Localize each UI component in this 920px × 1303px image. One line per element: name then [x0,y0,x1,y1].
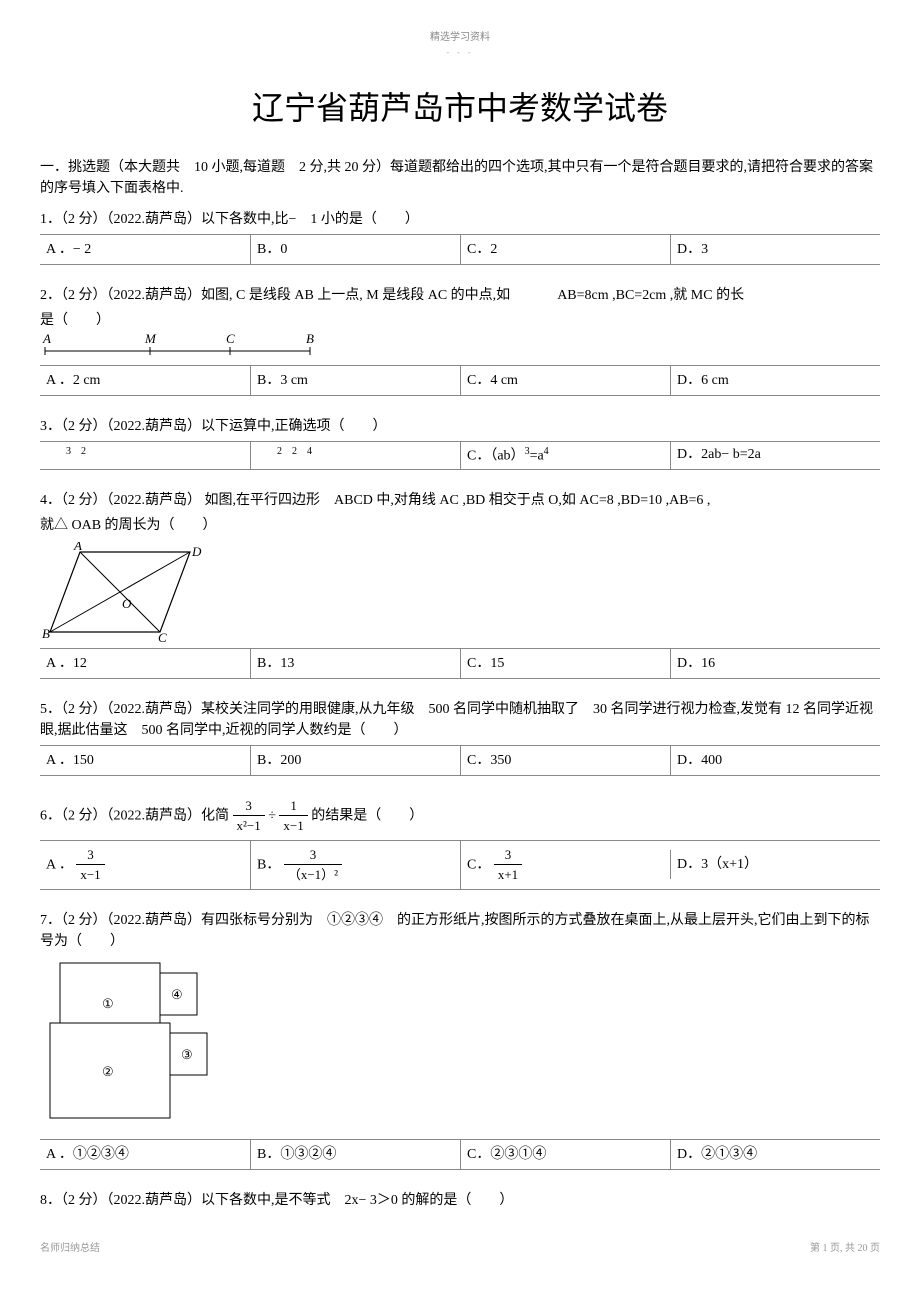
svg-text:M: M [144,331,157,346]
q7-stem: 7．（2 分）（2022.葫芦岛）有四张标号分别为 ①②③④ 的正方形纸片,按图… [40,910,880,952]
q6-opt-d: D．3（x+1） [670,850,880,879]
header-label: 精选学习资料 [40,30,880,45]
svg-text:②: ② [102,1064,114,1079]
q6-stem: 6．（2 分）（2022.葫芦岛）化简 3x²−1 ÷ 1x−1 的结果是（ ） [40,796,880,836]
question-7: 7．（2 分）（2022.葫芦岛）有四张标号分别为 ①②③④ 的正方形纸片,按图… [40,910,880,1170]
q1-opt-a: A ．− 2 [40,235,250,264]
svg-text:C: C [158,630,167,642]
q5-opt-b: B．200 [250,746,460,775]
svg-text:①: ① [102,996,114,1011]
q5-opt-c: C．350 [460,746,670,775]
q6-opt-c: C． 3x+1 [460,841,670,889]
question-4: 4．（2 分）（2022.葫芦岛） 如图,在平行四边形 ABCD 中,对角线 A… [40,490,880,679]
page-title: 辽宁省葫芦岛市中考数学试卷 [40,84,880,132]
q4-stem-2: 就△ OAB 的周长为（ ） [40,515,880,536]
question-1: 1．（2 分）（2022.葫芦岛）以下各数中,比− 1 小的是（ ） A ．− … [40,209,880,265]
q1-opt-b: B．0 [250,235,460,264]
svg-text:O: O [122,596,132,611]
q4-stem-1: 4．（2 分）（2022.葫芦岛） 如图,在平行四边形 ABCD 中,对角线 A… [40,490,880,511]
question-6: 6．（2 分）（2022.葫芦岛）化简 3x²−1 ÷ 1x−1 的结果是（ ）… [40,796,880,890]
svg-text:B: B [42,626,50,641]
q2-stem-2: 是（ ） [40,310,880,331]
svg-text:A: A [73,542,82,553]
q4-opt-c: C．15 [460,649,670,678]
q4-options: A ．12 B．13 C．15 D．16 [40,648,880,679]
svg-text:③: ③ [181,1047,193,1062]
q8-stem: 8．（2 分）（2022.葫芦岛）以下各数中,是不等式 2x− 3＞0 的解的是… [40,1190,880,1211]
q6-opt-b: B． 3（x−1）² [250,841,460,889]
q5-options: A ．150 B．200 C．350 D．400 [40,745,880,776]
q4-opt-a: A ．12 [40,649,250,678]
svg-text:B: B [306,331,314,346]
q7-opt-b: B．①③②④ [250,1140,460,1169]
svg-text:D: D [191,544,202,559]
q7-diagram: ④ ① ③ ② [40,958,220,1133]
svg-text:④: ④ [171,987,183,1002]
question-8: 8．（2 分）（2022.葫芦岛）以下各数中,是不等式 2x− 3＞0 的解的是… [40,1190,880,1211]
q4-diagram: A D B C O [40,542,210,642]
q2-opt-a: A ．2 cm [40,366,250,395]
q4-opt-b: B．13 [250,649,460,678]
q1-opt-d: D．3 [670,235,880,264]
q6-opt-a: A ． 3x−1 [40,841,250,889]
svg-text:C: C [226,331,235,346]
q3-options: 3 2 2 2 4 C．（ab）3=a4 D．2ab− b=2a [40,441,880,470]
q1-opt-c: C．2 [460,235,670,264]
q7-options: A ．①②③④ B．①③②④ C．②③①④ D．②①③④ [40,1139,880,1170]
q2-opt-b: B．3 cm [250,366,460,395]
q7-opt-a: A ．①②③④ [40,1140,250,1169]
q3-stem: 3．（2 分）（2022.葫芦岛）以下运算中,正确选项（ ） [40,416,880,437]
svg-text:A: A [42,331,51,346]
q5-stem: 5．（2 分）（2022.葫芦岛）某校关注同学的用眼健康,从九年级 500 名同… [40,699,880,741]
section-intro: 一．挑选题（本大题共 10 小题,每道题 2 分,共 20 分）每道题都给出的四… [40,157,880,199]
q5-opt-d: D．400 [670,746,880,775]
header-sub: - - - [40,47,880,59]
q3-opt-c: C．（ab）3=a4 [460,442,670,469]
q5-opt-a: A ．150 [40,746,250,775]
q2-diagram: A M C B [40,331,320,359]
footer-right: 第 1 页, 共 20 页 [810,1241,880,1256]
q7-opt-c: C．②③①④ [460,1140,670,1169]
q1-options: A ．− 2 B．0 C．2 D．3 [40,234,880,265]
q7-opt-d: D．②①③④ [670,1140,880,1169]
q2-options: A ．2 cm B．3 cm C．4 cm D．6 cm [40,365,880,396]
q3-opt-a: 3 2 [40,442,250,469]
q2-opt-c: C．4 cm [460,366,670,395]
q6-options: A ． 3x−1 B． 3（x−1）² C． 3x+1 D．3（x+1） [40,840,880,890]
q4-opt-d: D．16 [670,649,880,678]
q2-opt-d: D．6 cm [670,366,880,395]
footer-left: 名师归纳总结 [40,1241,100,1256]
question-2: 2．（2 分）（2022.葫芦岛）如图, C 是线段 AB 上一点, M 是线段… [40,285,880,396]
q2-stem: 2．（2 分）（2022.葫芦岛）如图, C 是线段 AB 上一点, M 是线段… [40,285,880,306]
question-3: 3．（2 分）（2022.葫芦岛）以下运算中,正确选项（ ） 3 2 2 2 4… [40,416,880,470]
q1-stem: 1．（2 分）（2022.葫芦岛）以下各数中,比− 1 小的是（ ） [40,209,880,230]
q2-stem-right: AB=8cm ,BC=2cm ,就 MC 的长 [557,288,744,303]
q3-opt-d: D．2ab− b=2a [670,442,880,469]
question-5: 5．（2 分）（2022.葫芦岛）某校关注同学的用眼健康,从九年级 500 名同… [40,699,880,776]
q3-opt-b: 2 2 4 [250,442,460,469]
q2-stem-left: 2．（2 分）（2022.葫芦岛）如图, C 是线段 AB 上一点, M 是线段… [40,288,510,303]
page-footer: 名师归纳总结 第 1 页, 共 20 页 [40,1241,880,1256]
